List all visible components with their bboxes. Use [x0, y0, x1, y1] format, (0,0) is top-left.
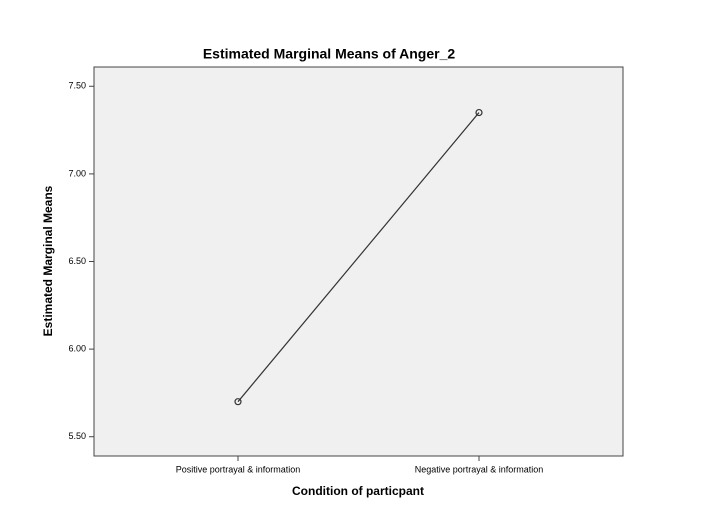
y-tick-label: 7.00 [68, 168, 86, 178]
data-point [234, 398, 242, 406]
plot-area [93, 66, 624, 457]
y-tick-label: 6.50 [68, 256, 86, 266]
x-tick-label: Negative portrayal & information [415, 464, 544, 474]
x-tick-label: Positive portrayal & information [176, 464, 301, 474]
y-tick-label: 7.50 [68, 81, 86, 91]
chart-title: Estimated Marginal Means of Anger_2 [203, 46, 456, 62]
y-tick-label: 5.50 [68, 431, 86, 441]
y-axis-title: Estimated Marginal Means [41, 185, 55, 336]
data-point [475, 108, 483, 117]
series-line [237, 112, 480, 403]
y-tick-label: 6.00 [68, 343, 86, 353]
x-axis-title: Condition of particpant [292, 484, 424, 498]
